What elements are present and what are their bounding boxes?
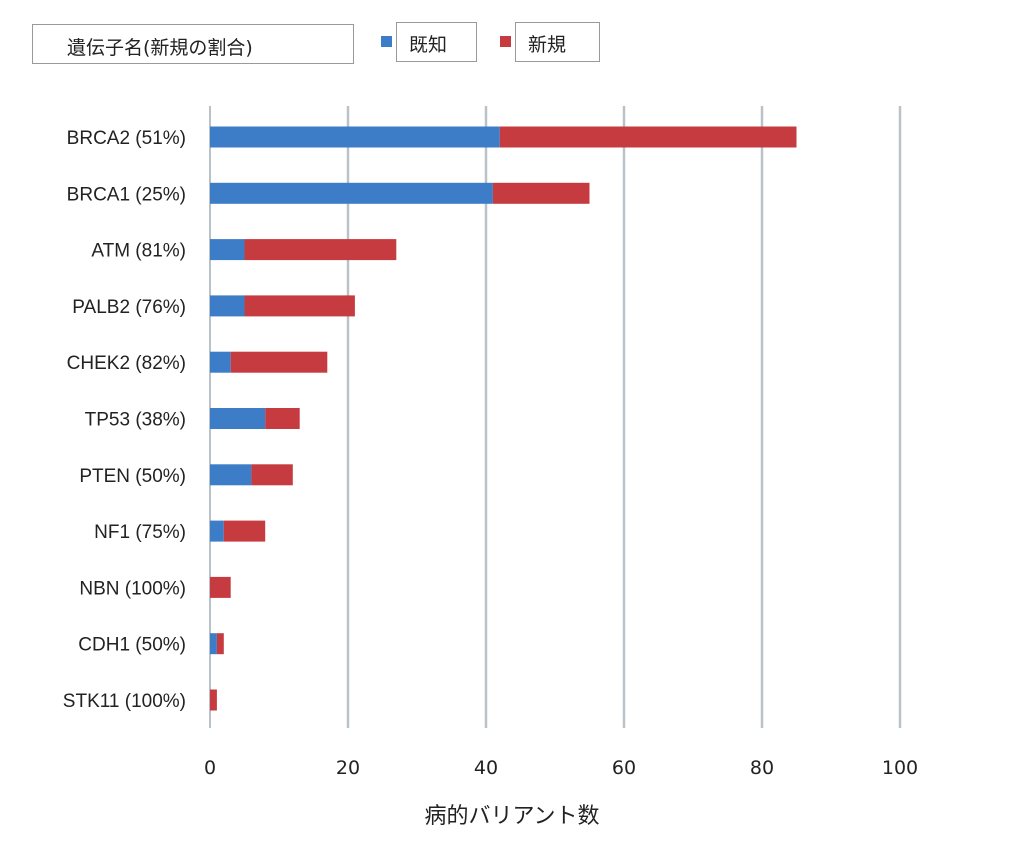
bar-novel [499,126,797,148]
legend-label-box-novel: 新規 [515,22,600,62]
category-label: NBN (100%) [79,578,186,599]
bar-novel [265,408,300,429]
category-label: CHEK2 (82%) [67,353,186,374]
category-label: CDH1 (50%) [78,635,186,656]
category-label: BRCA1 (25%) [67,184,186,205]
x-tick-label: 40 [474,757,498,779]
legend-label-box-known: 既知 [396,22,477,62]
bar-known [210,408,266,429]
x-axis-title: 病的バリアント数 [424,804,599,829]
gridlines [209,106,902,728]
x-tick-label: 80 [750,757,774,779]
bar-novel [210,689,217,711]
category-label: PTEN (50%) [79,466,186,487]
legend-item-known: 既知 [381,22,477,62]
bar-known [210,633,217,655]
bar-known [210,351,231,373]
bar-novel [223,520,266,542]
legend-title-box: 遺伝子名(新規の割合) [32,24,354,64]
x-tick-label: 60 [612,757,636,779]
bar-known [210,239,245,261]
bar-novel [492,182,590,204]
category-label: BRCA2 (51%) [67,128,186,149]
legend-label-novel: 新規 [528,34,567,56]
bar-known [210,295,245,317]
x-tick-label: 20 [336,757,360,779]
category-label: NF1 (75%) [94,522,186,543]
category-label: STK11 (100%) [63,691,186,712]
bar-known [210,126,500,148]
bar-novel [210,576,231,598]
category-label: PALB2 (76%) [72,297,186,318]
legend-swatch-novel [500,36,511,47]
category-label: ATM (81%) [91,241,186,262]
legend-swatch-known [381,36,392,47]
bar-novel [244,239,397,261]
bar-known [210,182,493,204]
bar-novel [244,295,355,317]
x-tick-label: 100 [882,757,918,779]
bar-novel [216,633,224,655]
legend-label-known: 既知 [409,34,448,56]
x-tick-label: 0 [204,757,216,779]
legend-title: 遺伝子名(新規の割合) [67,37,253,59]
category-label: TP53 (38%) [85,410,186,431]
legend-item-novel: 新規 [500,22,600,62]
bar-novel [230,351,328,373]
category-labels: BRCA2 (51%) BRCA1 (25%) ATM (81%) PALB2 (76… [63,128,186,712]
bar-known [210,464,252,486]
bar-novel [251,464,293,486]
bar-known [210,520,224,542]
x-tick-labels: 0 20 40 60 80 100 [204,757,918,779]
bars [210,126,797,711]
